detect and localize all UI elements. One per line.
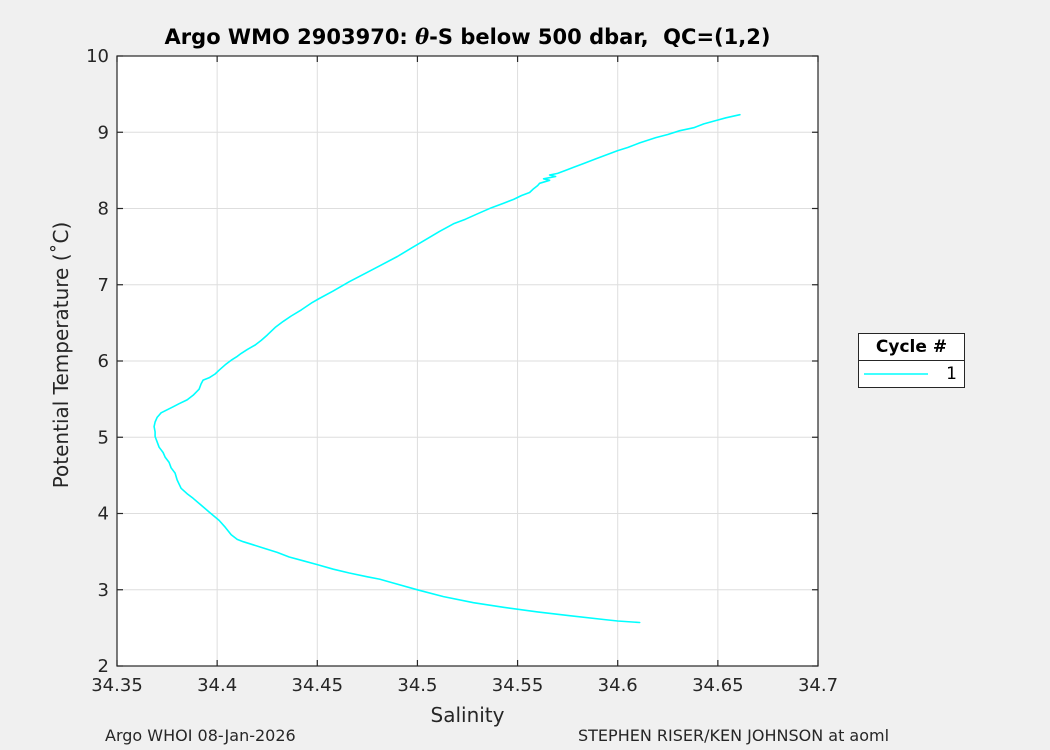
y-tick-label: 7 <box>98 275 109 296</box>
y-tick-label: 5 <box>98 427 109 448</box>
x-axis-label: Salinity <box>430 703 505 727</box>
x-tick-label: 34.7 <box>798 675 838 696</box>
y-tick-label: 10 <box>86 46 109 67</box>
legend-line-sample <box>864 373 928 375</box>
footer-credit-right: STEPHEN RISER/KEN JOHNSON at aoml <box>578 726 890 745</box>
chart-title: Argo WMO 2903970: θ-S below 500 dbar, QC… <box>117 24 818 49</box>
theta-symbol: θ <box>415 24 430 49</box>
y-tick-label: 9 <box>98 122 109 143</box>
x-tick-label: 34.6 <box>598 675 638 696</box>
y-tick-label: 2 <box>98 656 109 677</box>
footer-credit-left: Argo WHOI 08-Jan-2026 <box>105 726 296 745</box>
y-axis-label: Potential Temperature (˚C) <box>49 221 73 489</box>
chart-title-suffix: -S below 500 dbar, QC=(1,2) <box>429 25 771 49</box>
x-tick-label: 34.55 <box>492 675 544 696</box>
x-tick-label: 34.35 <box>91 675 143 696</box>
legend: Cycle # 1 <box>858 333 965 388</box>
legend-entry-label: 1 <box>946 364 957 384</box>
legend-entry-cycle-1: 1 <box>859 361 964 387</box>
chart-title-prefix: Argo WMO 2903970: <box>164 25 416 49</box>
y-tick-label: 3 <box>98 580 109 601</box>
y-tick-label: 8 <box>98 199 109 220</box>
x-tick-label: 34.4 <box>197 675 237 696</box>
x-tick-label: 34.5 <box>397 675 437 696</box>
y-tick-label: 4 <box>98 504 109 525</box>
x-tick-label: 34.65 <box>692 675 744 696</box>
data-series-cycle-1 <box>153 113 741 624</box>
y-tick-label: 6 <box>98 351 109 372</box>
legend-title: Cycle # <box>859 334 964 361</box>
x-tick-label: 34.45 <box>292 675 344 696</box>
